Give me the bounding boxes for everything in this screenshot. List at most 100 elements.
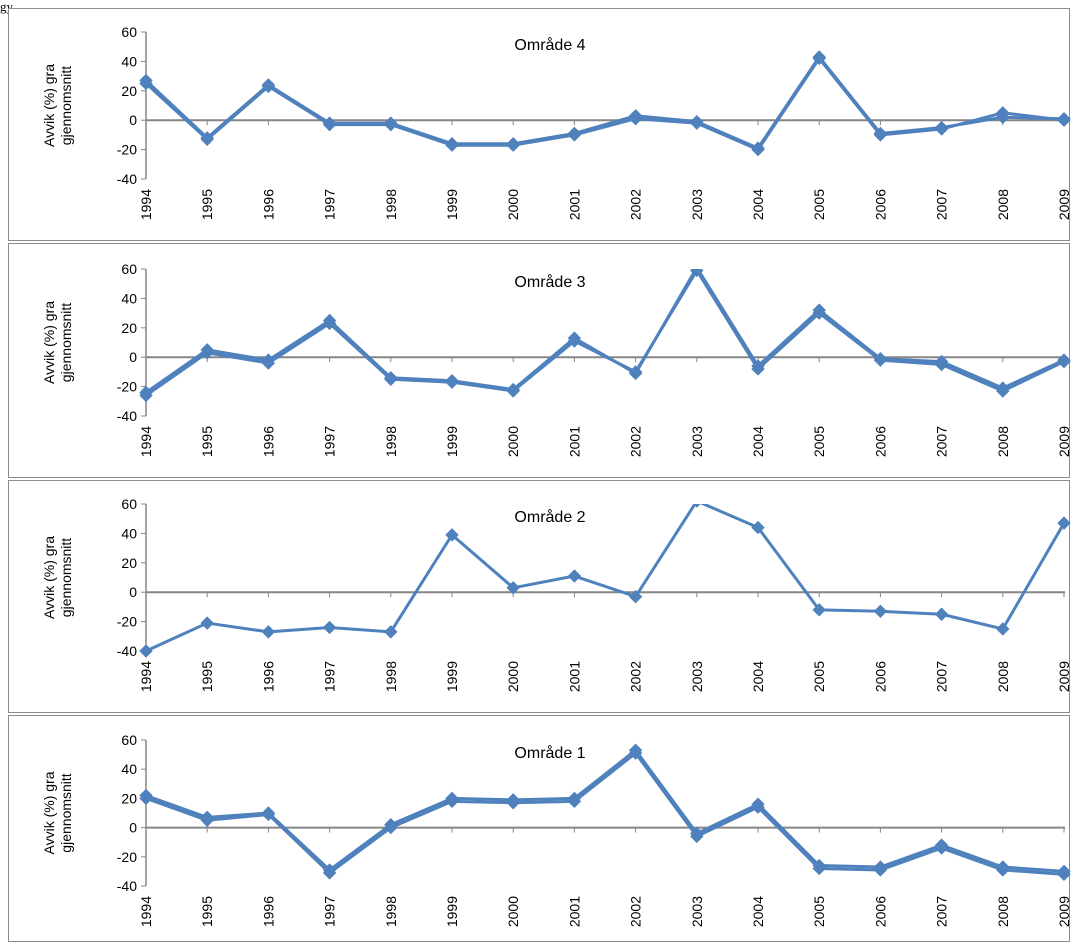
- y-axis-title-line2: gjennomsnitt: [58, 773, 74, 852]
- y-tick-label: -40: [117, 408, 137, 424]
- x-tick-label: 2008: [995, 661, 1011, 692]
- x-tick-label: 2006: [872, 661, 888, 692]
- y-axis-title-line1: Avvik (%) gra: [41, 301, 57, 384]
- y-tick-label: -40: [117, 643, 137, 659]
- chart-title: Område 3: [514, 273, 585, 291]
- data-point-marker: [445, 794, 459, 809]
- x-tick-label: 1998: [383, 661, 399, 692]
- y-tick-label: 40: [121, 53, 137, 69]
- data-point-marker: [139, 388, 153, 403]
- x-tick-label: 2000: [505, 189, 521, 220]
- chart-title: Område 4: [514, 36, 585, 54]
- series-line-1: [145, 748, 1065, 873]
- x-tick-label: 2008: [995, 189, 1011, 220]
- data-point-marker: [506, 384, 520, 398]
- data-point-marker: [322, 316, 337, 331]
- data-point-marker: [567, 794, 582, 809]
- y-tick-label: 20: [121, 555, 137, 571]
- series-line-2: [144, 56, 1065, 152]
- series-group-1: [139, 269, 1071, 400]
- data-point-marker: [567, 569, 582, 583]
- x-tick-label: 1999: [444, 661, 460, 692]
- y-tick-label: 40: [121, 290, 137, 306]
- data-point-marker: [690, 829, 704, 844]
- y-tick-label: 0: [129, 584, 137, 600]
- y-tick-label: 60: [121, 261, 137, 277]
- x-tick-label: 1998: [383, 189, 399, 220]
- x-tick-label: 2002: [628, 896, 644, 927]
- y-tick-label: -20: [117, 142, 137, 158]
- data-point-marker: [996, 384, 1010, 398]
- x-tick-label: 1997: [322, 426, 338, 457]
- data-point-marker: [1057, 354, 1071, 369]
- data-point-marker: [261, 79, 276, 94]
- x-tick-label: 2000: [505, 426, 521, 457]
- data-point-marker: [1057, 516, 1071, 530]
- data-point-marker: [506, 581, 520, 595]
- x-tick-label: 2004: [750, 661, 766, 692]
- x-tick-label: 2004: [750, 189, 766, 220]
- data-point-marker: [322, 620, 337, 635]
- x-tick-label: 1998: [383, 426, 399, 457]
- data-point-marker: [812, 861, 826, 876]
- data-point-marker: [322, 866, 337, 880]
- series-group-2: [139, 51, 1071, 157]
- x-tick-label: 2008: [995, 426, 1011, 457]
- x-tick-label: 2007: [934, 426, 950, 457]
- series-group-2: [139, 269, 1071, 403]
- series-line-2: [145, 751, 1065, 876]
- x-tick-label: 1997: [322, 896, 338, 927]
- data-point-marker: [812, 306, 826, 320]
- series-line-1: [144, 55, 1065, 150]
- x-tick-label: 1999: [444, 189, 460, 220]
- data-point-marker: [628, 589, 643, 604]
- data-point-marker: [261, 356, 276, 370]
- y-tick-label: 0: [129, 112, 137, 128]
- y-tick-label: 40: [121, 761, 137, 777]
- y-tick-label: -40: [117, 171, 137, 187]
- data-point-marker: [322, 117, 337, 132]
- x-tick-label: 1994: [138, 661, 154, 692]
- x-tick-label: 2003: [689, 426, 705, 457]
- data-point-marker: [690, 269, 704, 278]
- x-tick-label: 2008: [995, 896, 1011, 927]
- y-axis-title-line2: gjennomsnitt: [58, 303, 74, 382]
- x-tick-label: 1995: [199, 896, 215, 927]
- x-tick-label: 2002: [628, 661, 644, 692]
- data-point-marker: [812, 603, 826, 617]
- x-tick-label: 2006: [872, 426, 888, 457]
- data-point-marker: [139, 644, 153, 658]
- data-point-marker: [996, 622, 1010, 636]
- data-point-marker: [873, 863, 888, 877]
- x-tick-label: 2000: [505, 896, 521, 927]
- chart-title: Område 2: [514, 508, 585, 526]
- series-line-1: [145, 504, 1066, 653]
- x-tick-label: 2001: [566, 661, 582, 692]
- y-tick-label: 0: [129, 820, 137, 836]
- y-tick-label: -20: [117, 379, 137, 395]
- data-point-marker: [690, 116, 704, 130]
- x-tick-label: 2005: [811, 189, 827, 220]
- data-point-marker: [506, 796, 520, 810]
- y-tick-label: -20: [117, 849, 137, 865]
- x-tick-label: 2005: [811, 426, 827, 457]
- series-line-1: [145, 269, 1065, 394]
- x-tick-label: 1994: [138, 426, 154, 457]
- x-tick-label: 1996: [260, 661, 276, 692]
- y-tick-label: -40: [117, 878, 137, 894]
- y-tick-label: 40: [121, 525, 137, 541]
- y-tick-label: 20: [121, 790, 137, 806]
- x-tick-label: 2009: [1056, 896, 1071, 927]
- data-point-marker: [751, 142, 765, 157]
- series-group-1: [139, 50, 1071, 155]
- series-group-1: [139, 743, 1071, 879]
- y-tick-label: 60: [121, 496, 137, 512]
- data-point-marker: [200, 346, 214, 360]
- data-point-marker: [445, 375, 459, 389]
- data-point-marker: [445, 528, 459, 542]
- data-point-marker: [628, 112, 643, 126]
- y-tick-label: 60: [121, 732, 137, 748]
- data-point-marker: [139, 76, 153, 91]
